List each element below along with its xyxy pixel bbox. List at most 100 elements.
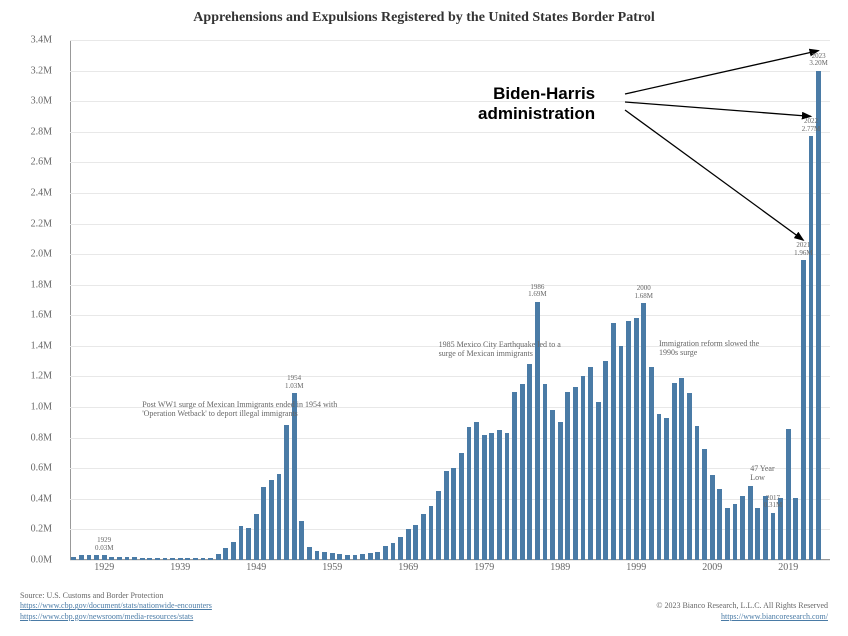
bar <box>672 383 677 560</box>
bar <box>94 555 99 560</box>
bar <box>786 429 791 560</box>
x-tick-label: 1959 <box>322 562 342 573</box>
bar <box>474 422 479 560</box>
bar <box>725 508 730 560</box>
x-tick-label: 1989 <box>550 562 570 573</box>
bar <box>733 504 738 560</box>
bar <box>809 136 814 560</box>
bar <box>596 402 601 560</box>
x-tick-label: 1979 <box>474 562 494 573</box>
y-tick-label: 0.0M <box>31 555 52 566</box>
bar <box>163 558 168 560</box>
bar <box>117 557 122 560</box>
source-link-1[interactable]: https://www.cbp.gov/document/stats/natio… <box>20 601 212 611</box>
bar <box>87 555 92 560</box>
y-axis-line <box>70 40 71 560</box>
x-axis: 1929193919491959196919791989199920092019 <box>70 562 830 582</box>
bar <box>125 557 130 560</box>
bar <box>717 489 722 560</box>
bar <box>581 376 586 560</box>
bar <box>178 558 183 560</box>
y-tick-label: 1.4M <box>31 340 52 351</box>
copyright-link[interactable]: https://www.biancoresearch.com/ <box>721 612 828 621</box>
bar <box>147 558 152 560</box>
bar-label-1954: 19541.03M <box>285 375 303 390</box>
bar <box>489 433 494 560</box>
bar <box>710 475 715 560</box>
bar <box>406 529 411 560</box>
x-tick-label: 2019 <box>778 562 798 573</box>
bar <box>421 514 426 560</box>
bar <box>360 554 365 560</box>
bar <box>527 364 532 560</box>
bar <box>398 537 403 560</box>
gridline <box>70 132 830 133</box>
bar <box>687 393 692 560</box>
bar <box>315 551 320 560</box>
gridline <box>70 499 830 500</box>
y-tick-label: 1.8M <box>31 279 52 290</box>
footer-source: Source: U.S. Customs and Border Protecti… <box>20 591 212 622</box>
y-tick-label: 1.0M <box>31 402 52 413</box>
bar <box>79 555 84 560</box>
annotation-low47: 47 Year Low <box>750 465 790 483</box>
source-link-2[interactable]: https://www.cbp.gov/newsroom/media-resou… <box>20 612 212 622</box>
bar <box>102 555 107 560</box>
bar <box>155 558 160 560</box>
chart-title: Apprehensions and Expulsions Registered … <box>0 10 848 26</box>
annotation-biden-harris: Biden-Harris administration <box>478 84 595 125</box>
bar <box>109 557 114 560</box>
bar <box>223 548 228 560</box>
bar <box>307 547 312 560</box>
bar <box>330 553 335 560</box>
gridline <box>70 376 830 377</box>
bar <box>170 558 175 560</box>
bar <box>679 378 684 560</box>
bar <box>816 71 821 560</box>
bar <box>345 555 350 560</box>
bar <box>140 558 145 560</box>
gridline <box>70 560 830 561</box>
bar <box>322 552 327 560</box>
gridline <box>70 71 830 72</box>
x-tick-label: 1939 <box>170 562 190 573</box>
annotation-line2: administration <box>478 104 595 123</box>
bar <box>391 543 396 560</box>
bar <box>657 414 662 560</box>
bar <box>565 392 570 560</box>
y-tick-label: 2.6M <box>31 157 52 168</box>
bar <box>634 318 639 560</box>
bar <box>451 468 456 560</box>
bar <box>337 554 342 560</box>
y-tick-label: 2.2M <box>31 218 52 229</box>
annotation-line1: Biden-Harris <box>493 84 595 103</box>
bar <box>231 542 236 560</box>
bar <box>771 513 776 560</box>
y-tick-label: 0.4M <box>31 493 52 504</box>
y-tick-label: 1.6M <box>31 310 52 321</box>
bar <box>641 303 646 560</box>
y-tick-label: 2.8M <box>31 126 52 137</box>
y-tick-label: 0.8M <box>31 432 52 443</box>
bar <box>185 558 190 560</box>
bar <box>649 367 654 560</box>
x-tick-label: 2009 <box>702 562 722 573</box>
bar <box>664 418 669 560</box>
y-tick-label: 3.0M <box>31 96 52 107</box>
bar <box>71 557 76 560</box>
bar <box>512 392 517 560</box>
x-tick-label: 1999 <box>626 562 646 573</box>
gridline <box>70 254 830 255</box>
bar <box>520 384 525 560</box>
bar <box>413 525 418 560</box>
chart-container: Apprehensions and Expulsions Registered … <box>0 0 848 636</box>
bar <box>299 521 304 560</box>
gridline <box>70 101 830 102</box>
plot-area <box>70 40 830 560</box>
gridline <box>70 529 830 530</box>
bar <box>801 260 806 560</box>
gridline <box>70 285 830 286</box>
bar <box>132 557 137 560</box>
bar-label-2023: 20233.20M <box>809 53 827 68</box>
bar <box>353 555 358 560</box>
